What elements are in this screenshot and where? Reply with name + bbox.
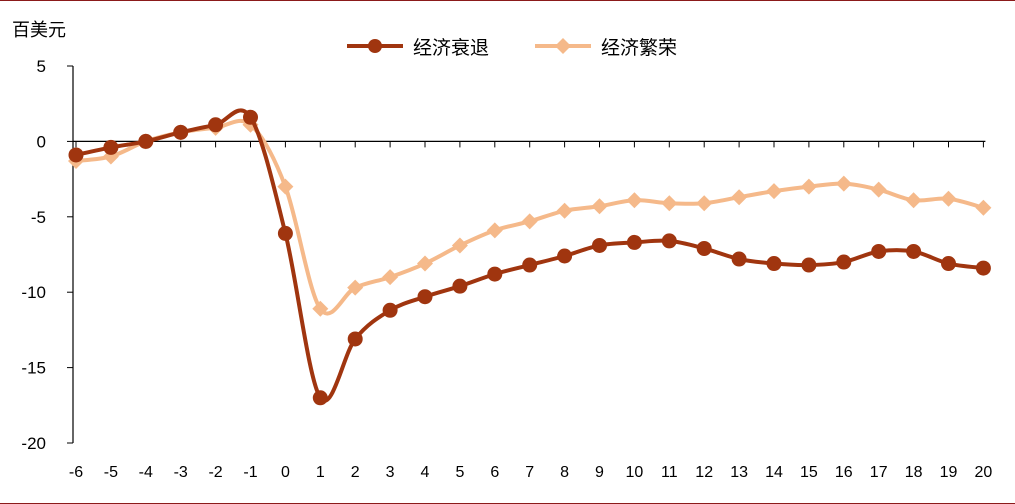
data-point-recession — [906, 243, 922, 259]
data-point-boom — [486, 222, 503, 239]
data-point-recession — [557, 248, 573, 264]
legend-label-recession: 经济衰退 — [413, 36, 490, 59]
x-tick-label: 13 — [730, 464, 748, 481]
data-point-recession — [661, 233, 677, 249]
legend-label-boom: 经济繁荣 — [601, 36, 678, 59]
x-tick-label: 2 — [351, 464, 360, 481]
data-point-boom — [382, 269, 399, 286]
data-point-recession — [941, 256, 956, 272]
data-point-boom — [661, 195, 678, 212]
data-point-recession — [731, 251, 747, 267]
data-point-boom — [417, 255, 433, 272]
data-point-boom — [905, 192, 922, 209]
y-tick-label: -5 — [31, 208, 46, 227]
data-point-boom — [870, 181, 887, 198]
data-point-boom — [975, 199, 992, 216]
x-tick-label: -1 — [243, 464, 257, 481]
y-tick-label: 5 — [37, 57, 46, 76]
series-line-boom — [75, 118, 984, 316]
x-tick-label: 5 — [455, 464, 464, 481]
data-point-boom — [731, 189, 748, 206]
x-tick-label: 16 — [835, 464, 853, 481]
data-point-recession — [243, 109, 258, 125]
legend-swatch-recession — [347, 39, 403, 53]
legend-item-recession: 经济衰退 — [345, 32, 489, 60]
y-tick-label: 0 — [37, 132, 46, 151]
data-point-boom — [940, 190, 957, 207]
data-point-recession — [417, 289, 433, 305]
y-unit-label: 百美元 — [12, 20, 66, 41]
x-tick-label: 0 — [281, 464, 290, 481]
data-point-recession — [766, 256, 782, 272]
series-line-recession — [75, 108, 984, 403]
data-point-recession — [173, 124, 189, 140]
data-point-boom — [800, 178, 817, 195]
data-point-boom — [591, 198, 608, 215]
x-tick-label: 11 — [661, 464, 678, 481]
top-border — [0, 0, 1015, 1]
legend-swatch-boom — [535, 38, 591, 54]
data-point-boom — [766, 183, 782, 200]
x-tick-label: 6 — [490, 464, 499, 481]
data-point-boom — [521, 213, 538, 230]
legend-item-boom: 经济繁荣 — [533, 32, 677, 60]
x-tick-label: -5 — [104, 464, 118, 481]
x-tick-label: 8 — [560, 464, 569, 481]
y-tick-label: -15 — [21, 359, 46, 378]
data-point-recession — [801, 257, 817, 273]
x-tick-label: 15 — [800, 464, 818, 481]
data-point-recession — [452, 278, 468, 294]
x-tick-label: 4 — [421, 464, 430, 481]
data-point-recession — [208, 117, 224, 133]
data-point-recession — [522, 257, 538, 273]
x-tick-label: 19 — [940, 464, 958, 481]
data-point-recession — [103, 139, 119, 155]
data-point-boom — [451, 237, 468, 254]
x-tick-label: 7 — [525, 464, 534, 481]
data-point-recession — [626, 234, 642, 250]
x-tick-label: 17 — [870, 464, 888, 481]
data-point-boom — [626, 192, 643, 209]
x-tick-label: 12 — [695, 464, 713, 481]
data-point-boom — [696, 195, 713, 212]
data-point-recession — [68, 147, 84, 163]
data-point-recession — [347, 331, 363, 347]
x-tick-label: 3 — [386, 464, 395, 481]
x-tick-label: 9 — [595, 464, 604, 481]
data-point-recession — [312, 390, 328, 406]
x-tick-label: -3 — [174, 464, 188, 481]
data-point-recession — [871, 243, 887, 259]
y-tick-label: -20 — [21, 434, 46, 453]
x-tick-label: 18 — [905, 464, 923, 481]
x-tick-label: -2 — [208, 464, 222, 481]
data-point-boom — [277, 178, 294, 195]
x-tick-label: 10 — [626, 464, 644, 481]
x-tick-label: 20 — [975, 464, 993, 481]
x-tick-label: 14 — [765, 464, 783, 481]
data-point-recession — [696, 240, 712, 256]
data-point-recession — [592, 237, 607, 253]
x-tick-label: -4 — [139, 464, 153, 481]
data-point-recession — [975, 260, 991, 276]
data-point-recession — [836, 254, 852, 270]
data-point-boom — [312, 300, 329, 317]
y-tick-label: -10 — [21, 283, 46, 302]
data-point-recession — [382, 302, 398, 318]
data-point-boom — [347, 279, 364, 296]
data-point-recession — [138, 133, 154, 149]
data-point-recession — [277, 225, 293, 241]
x-tick-label: -6 — [69, 464, 83, 481]
data-point-boom — [835, 175, 852, 192]
data-point-recession — [487, 266, 503, 282]
data-point-boom — [556, 202, 573, 219]
x-tick-label: 1 — [316, 464, 325, 481]
